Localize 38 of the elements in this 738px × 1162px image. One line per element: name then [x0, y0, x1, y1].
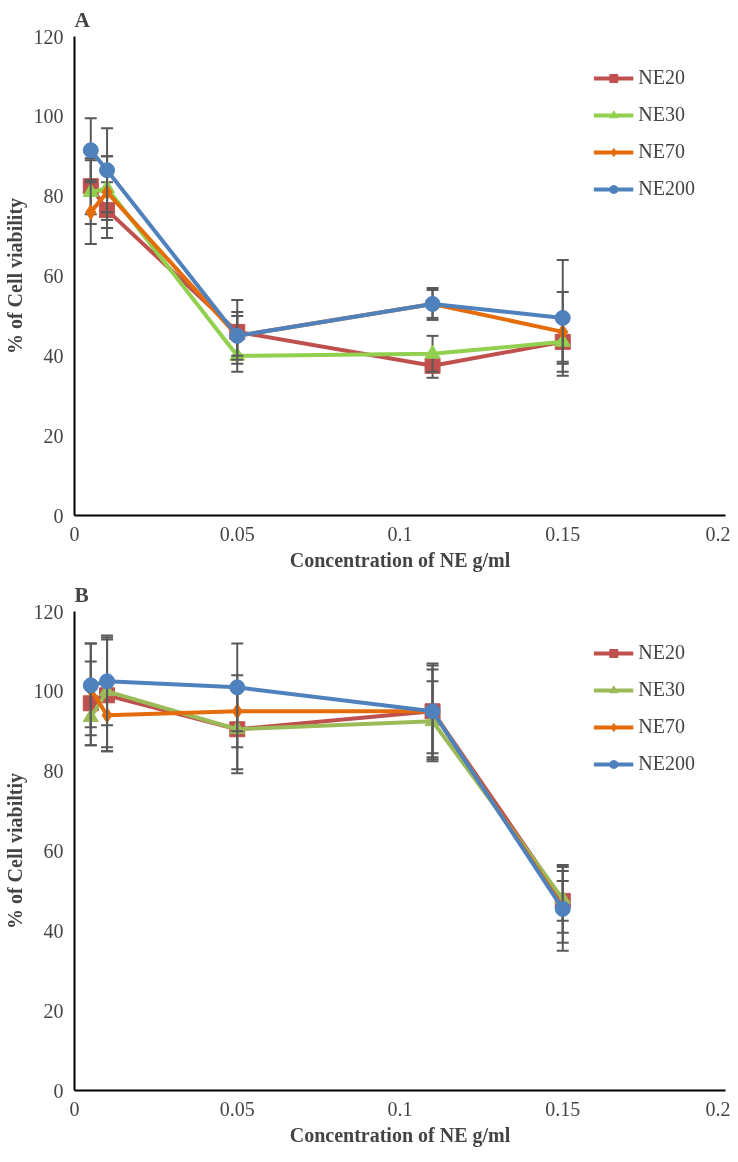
y-tick-label: 60: [43, 840, 64, 862]
x-tick-label: 0.05: [219, 1097, 255, 1120]
legend-label: NE70: [638, 715, 685, 738]
x-tick-label: 0.15: [545, 522, 581, 545]
x-tick-label: 0.1: [387, 1097, 413, 1120]
x-tick-label: 0: [69, 1097, 80, 1120]
legend-label: NE20: [638, 66, 685, 89]
x-tick-label: 0.2: [705, 522, 731, 545]
x-tick-label: 0: [69, 522, 80, 545]
legend-label: NE200: [638, 752, 695, 775]
y-tick-label: 20: [43, 999, 64, 1022]
y-tick-label: 40: [43, 919, 64, 942]
y-tick-label: 120: [33, 600, 64, 623]
x-tick-label: 0.15: [545, 1097, 581, 1120]
y-axis-title: % of Cell viability: [3, 197, 27, 355]
x-axis-title: Concentration of NE g/ml: [289, 548, 511, 572]
chart-title: B: [74, 582, 89, 607]
legend-label: NE30: [638, 678, 685, 701]
chart-title: A: [74, 7, 91, 32]
y-axis-title: % of Cell viabiltiy: [3, 772, 27, 930]
y-tick-label: 0: [53, 504, 64, 527]
y-tick-label: 60: [43, 265, 64, 287]
y-tick-label: 100: [33, 680, 64, 703]
y-tick-label: 80: [43, 185, 64, 208]
legend-label: NE30: [638, 103, 685, 126]
y-tick-label: 100: [33, 105, 64, 128]
x-tick-label: 0.2: [705, 1097, 731, 1120]
legend-label: NE200: [638, 177, 695, 200]
x-tick-label: 0.05: [219, 522, 255, 545]
legend-label: NE20: [638, 641, 685, 664]
x-axis-title: Concentration of NE g/ml: [289, 1123, 511, 1147]
y-tick-label: 120: [33, 25, 64, 48]
y-tick-label: 20: [43, 424, 64, 447]
y-tick-label: 80: [43, 760, 64, 783]
y-tick-label: 0: [53, 1079, 64, 1102]
x-tick-label: 0.1: [387, 522, 413, 545]
legend-label: NE70: [638, 140, 685, 163]
y-tick-label: 40: [43, 344, 64, 367]
